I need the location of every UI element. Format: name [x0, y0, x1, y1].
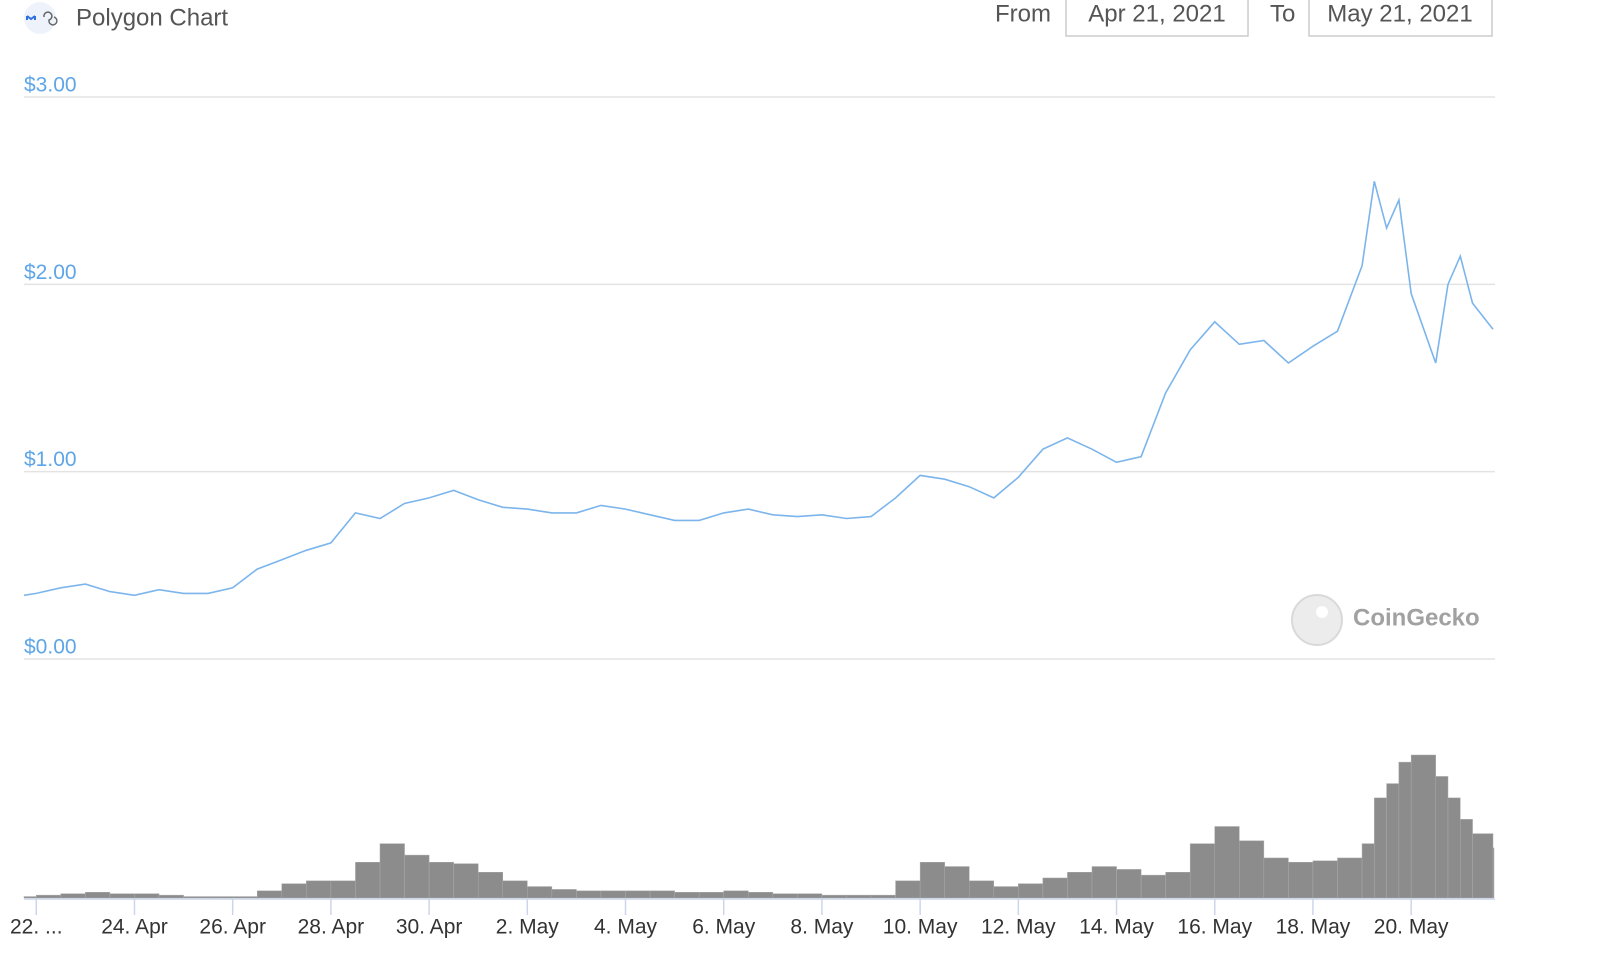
- price-line: [23, 181, 1494, 597]
- volume-bar: [379, 843, 405, 899]
- volume-bar: [1312, 860, 1338, 899]
- to-date[interactable]: May 21, 2021: [1327, 0, 1472, 27]
- x-tick-label: 2. May: [496, 916, 560, 939]
- volume-bar: [1165, 872, 1191, 899]
- from-date[interactable]: Apr 21, 2021: [1088, 0, 1225, 27]
- volume-bar: [1386, 783, 1400, 899]
- volume-bar: [1460, 819, 1473, 899]
- volume-bar: [1435, 776, 1449, 899]
- volume-bar: [355, 862, 381, 899]
- volume-bar: [993, 886, 1019, 899]
- x-tick-label: 22. ...: [10, 916, 63, 939]
- volume-bar: [1263, 857, 1289, 899]
- x-tick-label: 28. Apr: [298, 916, 365, 939]
- volume-bar: [674, 892, 700, 899]
- volume-bar: [846, 894, 872, 899]
- volume-bar: [453, 863, 479, 899]
- x-tick-label: 14. May: [1079, 916, 1154, 939]
- volume-bar: [527, 886, 553, 899]
- to-input[interactable]: [1308, 0, 1493, 37]
- x-tick-label: 4. May: [594, 916, 658, 939]
- volume-bar: [551, 889, 577, 899]
- x-tick-label: 8. May: [790, 916, 854, 939]
- y-tick-label: $3.00: [24, 74, 77, 97]
- x-tick-label: 18. May: [1276, 916, 1351, 939]
- volume-bar: [797, 893, 823, 899]
- volume-bar: [1472, 833, 1494, 899]
- volume-bar: [134, 893, 160, 899]
- watermark-text: CoinGecko: [1353, 604, 1480, 631]
- to-label: To: [1270, 0, 1295, 27]
- volume-bar: [306, 880, 332, 899]
- volume-bar: [1214, 826, 1240, 899]
- x-tick-label: 30. Apr: [396, 916, 463, 939]
- volume-bar: [1447, 797, 1461, 899]
- volume-bar: [1140, 874, 1166, 899]
- volume-bar: [36, 894, 62, 899]
- volume-bar: [1492, 847, 1495, 899]
- volume-bar: [600, 890, 626, 899]
- from-label: From: [995, 0, 1051, 27]
- volume-bar: [158, 894, 184, 899]
- volume-bar: [1042, 877, 1068, 899]
- volume-bar: [968, 880, 995, 899]
- x-tick-label: 12. May: [981, 916, 1056, 939]
- x-tick-label: 6. May: [692, 916, 756, 939]
- y-tick-label: $1.00: [24, 448, 77, 471]
- y-tick-label: $2.00: [24, 261, 77, 284]
- volume-bar: [1410, 754, 1436, 899]
- x-tick-label: 24. Apr: [101, 916, 168, 939]
- volume-bar: [60, 893, 86, 899]
- volume-bar: [723, 890, 749, 899]
- watermark: CoinGecko: [1291, 594, 1480, 646]
- volume-bar: [944, 866, 970, 899]
- volume-bar: [1018, 883, 1044, 899]
- volume-bar: [1116, 869, 1142, 899]
- volume-bar: [1361, 843, 1375, 899]
- volume-bar: [207, 896, 233, 899]
- volume-bar: [576, 890, 602, 899]
- volume-bar: [1091, 866, 1117, 899]
- volume-bar: [183, 896, 209, 899]
- volume-bar: [109, 893, 135, 899]
- volume-bar: [1288, 862, 1314, 899]
- volume-bar: [895, 880, 921, 899]
- volume-bar: [625, 890, 651, 899]
- chart-title: Polygon Chart: [76, 4, 228, 31]
- volume-bar: [870, 894, 896, 899]
- volume-bar: [1067, 872, 1093, 899]
- volume-bar: [1374, 797, 1387, 899]
- volume-bar: [404, 854, 430, 899]
- volume-bar: [330, 880, 356, 899]
- volume-bar: [649, 890, 675, 899]
- volume-bar: [748, 892, 774, 899]
- x-tick-label: 26. Apr: [199, 916, 266, 939]
- y-tick-label: $0.00: [24, 636, 77, 659]
- volume-bar: [1239, 840, 1265, 899]
- volume-bar: [428, 862, 454, 899]
- volume-bar: [698, 892, 724, 899]
- from-input[interactable]: [1065, 0, 1249, 37]
- volume-bar: [1189, 843, 1215, 899]
- x-tick-label: 16. May: [1177, 916, 1252, 939]
- x-tick-label: 20. May: [1374, 916, 1449, 939]
- volume-bar: [281, 883, 307, 899]
- volume-bar: [502, 880, 528, 899]
- volume-bar: [772, 893, 798, 899]
- volume-bar: [1337, 857, 1363, 899]
- volume-bar: [256, 890, 283, 899]
- volume-bar: [919, 862, 945, 899]
- x-tick-label: 10. May: [883, 916, 958, 939]
- volume-bar: [477, 872, 504, 899]
- volume-bar: [821, 894, 847, 899]
- volume-bar: [1398, 761, 1412, 899]
- volume-bar: [23, 896, 37, 899]
- volume-bar: [85, 892, 111, 899]
- volume-bar: [232, 896, 258, 899]
- plot: $0.00 $1.00 $2.00 $3.00 22. ... 24. Apr 26. Ap…: [10, 74, 1495, 939]
- logo: [24, 2, 58, 34]
